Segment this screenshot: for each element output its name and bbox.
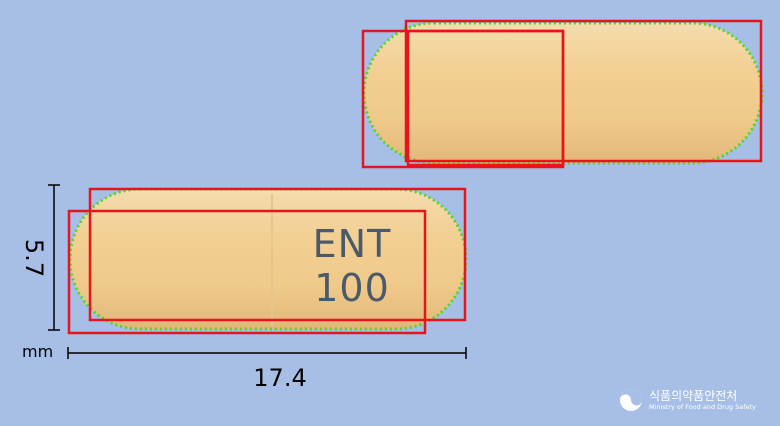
dimension-lines: [48, 184, 467, 359]
unit-label: mm: [22, 342, 54, 361]
mfds-emblem-icon: [620, 389, 642, 411]
detection-box-front-1: [88, 187, 467, 322]
imprint-line-2: 100: [314, 266, 390, 310]
detection-box-back-1: [404, 19, 763, 163]
logo-korean-name: 식품의약품안전처: [649, 389, 738, 403]
length-value: 17.4: [253, 364, 307, 392]
capsule-back-view: [361, 19, 764, 169]
pill-imprint: ENT 100: [292, 222, 412, 310]
detection-box-front-2: [67, 209, 427, 335]
height-value: 5.7: [20, 238, 48, 278]
capsule-front-body: [70, 189, 466, 329]
capsule-front-view: [67, 187, 468, 335]
mfds-logo: 식품의약품안전처 Ministry of Food and Drug Safet…: [617, 387, 777, 415]
imprint-line-1: ENT: [312, 222, 392, 266]
logo-english-name: Ministry of Food and Drug Safety: [649, 403, 756, 411]
detection-box-back-3: [406, 29, 565, 167]
